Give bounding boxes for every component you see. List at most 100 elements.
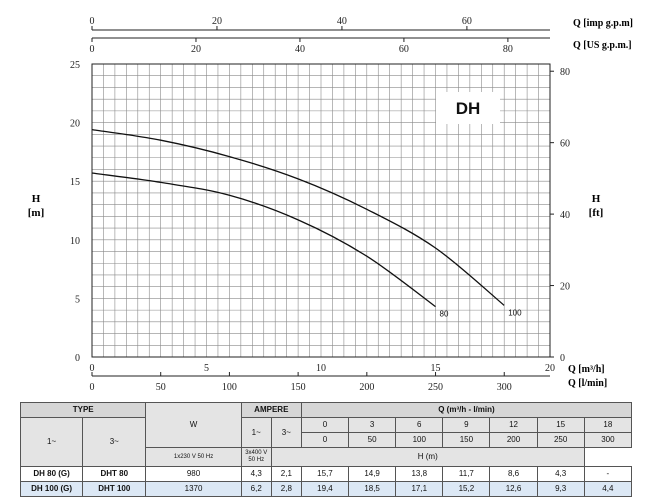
x-us-tick-label: 0 (90, 44, 95, 55)
ampere-header: AMPERE (240, 402, 302, 418)
w-header: W (145, 402, 242, 448)
h-cell: 19,4 (300, 481, 350, 497)
h-cell: 15,7 (300, 466, 350, 482)
h-cell: - (583, 466, 633, 482)
x-m3h-label: Q [m³/h] (568, 364, 605, 375)
y-left-label: [m] (28, 207, 45, 219)
y-left-label: H (32, 193, 41, 205)
h-cell: 4,4 (583, 481, 633, 497)
curve-80 (91, 172, 436, 308)
x-lmin-tick-label: 300 (497, 382, 512, 393)
curve-label-80: 80 (440, 310, 449, 319)
q-m3h-cell: 12 (489, 417, 538, 433)
y-left-tick-label: 15 (70, 177, 80, 188)
h-cell: 14,9 (348, 466, 397, 482)
x-imp-tick-label: 20 (212, 16, 222, 27)
q-lmin-cell: 200 (489, 432, 538, 448)
model-label: DH (456, 99, 481, 118)
x-lmin-tick-label: 100 (222, 382, 237, 393)
amp1-header: 1~ (240, 417, 272, 448)
type-header: TYPE (19, 402, 147, 418)
h-cell: 11,7 (442, 466, 491, 482)
y-right-tick-label: 20 (560, 282, 570, 293)
q-lmin-cell: 100 (395, 432, 444, 448)
y-right-label: [ft] (589, 207, 604, 219)
y-right-label: H (592, 193, 601, 205)
h-cell: 15,2 (442, 481, 491, 497)
q-lmin-cell: 300 (583, 432, 633, 448)
y-right-tick-label: 60 (560, 139, 570, 150)
y-right-tick-label: 40 (560, 210, 570, 221)
w-cell: 980 (145, 466, 242, 482)
table-row: DH 80 (G) DHT 80 980 4,3 2,1 15,7 14,9 1… (19, 466, 633, 482)
x-imp-label: Q [imp g.p.m] (573, 18, 633, 29)
model-label-box (436, 92, 500, 124)
type1-cell: DH 100 (G) (19, 481, 84, 497)
curve-label-100: 100 (508, 308, 522, 317)
x-lmin-tick-label: 150 (291, 382, 306, 393)
y-left-tick-label: 20 (70, 119, 80, 130)
a3-cell: 2,1 (270, 466, 302, 482)
y-left-tick-label: 0 (75, 353, 80, 364)
amp3-header: 3~ (270, 417, 302, 448)
h-cell: 13,8 (395, 466, 444, 482)
q-lmin-cell: 50 (348, 432, 397, 448)
h-cell: 9,3 (536, 481, 585, 497)
phase1-header: 1~ (19, 417, 84, 467)
x-us-label: Q [US g.p.m.] (573, 40, 632, 51)
x-m3h-tick-label: 15 (431, 363, 441, 374)
x-lmin-tick-label: 0 (90, 382, 95, 393)
x-lmin-tick-label: 200 (359, 382, 374, 393)
x-m3h-tick-label: 0 (90, 363, 95, 374)
y-right-tick-label: 80 (560, 67, 570, 78)
curve-100 (91, 128, 505, 306)
q-header: Q (m³/h - l/min) (300, 402, 633, 418)
table-row: DH 100 (G) DHT 100 1370 6,2 2,8 19,4 18,… (19, 481, 633, 497)
q-lmin-cell: 250 (536, 432, 585, 448)
a3-cell: 2,8 (270, 481, 302, 497)
x-m3h-tick-label: 20 (545, 363, 555, 374)
q-m3h-cell: 6 (395, 417, 444, 433)
x-lmin-label: Q [l/min] (568, 378, 607, 389)
volt1-cell: 1x230 V 50 Hz (145, 447, 242, 467)
plot-frame (91, 63, 551, 358)
x-imp-tick-label: 0 (90, 16, 95, 27)
h-cell: 8,6 (489, 466, 538, 482)
x-lmin-tick-label: 250 (428, 382, 443, 393)
q-m3h-cell: 15 (536, 417, 585, 433)
y-left-tick-label: 5 (75, 294, 80, 305)
volt3-cell: 3x400 V 50 Hz (240, 447, 272, 467)
type1-cell: DH 80 (G) (19, 466, 84, 482)
q-m3h-cell: 3 (348, 417, 397, 433)
x-m3h-tick-label: 5 (204, 363, 209, 374)
a1-cell: 4,3 (240, 466, 272, 482)
type3-cell: DHT 100 (82, 481, 147, 497)
h-cell: 12,6 (489, 481, 538, 497)
h-header: H (m) (270, 447, 585, 467)
a1-cell: 6,2 (240, 481, 272, 497)
phase3-header: 3~ (82, 417, 147, 467)
q-m3h-cell: 0 (300, 417, 350, 433)
x-imp-tick-label: 40 (337, 16, 347, 27)
x-us-tick-label: 80 (503, 44, 513, 55)
q-lmin-cell: 0 (300, 432, 350, 448)
w-cell: 1370 (145, 481, 242, 497)
spec-table: TYPE W AMPERE Q (m³/h - l/min) 1~ 3~ 1~ … (19, 402, 633, 497)
h-cell: 4,3 (536, 466, 585, 482)
x-imp-tick-label: 60 (462, 16, 472, 27)
y-left-tick-label: 10 (70, 236, 80, 247)
h-cell: 17,1 (395, 481, 444, 497)
x-us-tick-label: 60 (399, 44, 409, 55)
type3-cell: DHT 80 (82, 466, 147, 482)
pump-curve-chart: DH 0 5 10 15 20 25 H [m] 0 20 40 60 80 H [ft] 0 5 10 15 20 Q … (28, 16, 633, 393)
x-us-tick-label: 40 (295, 44, 305, 55)
y-left-tick-label: 25 (70, 60, 80, 71)
x-lmin-tick-label: 50 (156, 382, 166, 393)
q-m3h-cell: 9 (442, 417, 491, 433)
y-right-tick-label: 0 (560, 353, 565, 364)
x-m3h-tick-label: 10 (316, 363, 326, 374)
q-lmin-cell: 150 (442, 432, 491, 448)
h-cell: 18,5 (348, 481, 397, 497)
x-us-tick-label: 20 (191, 44, 201, 55)
q-m3h-cell: 18 (583, 417, 633, 433)
